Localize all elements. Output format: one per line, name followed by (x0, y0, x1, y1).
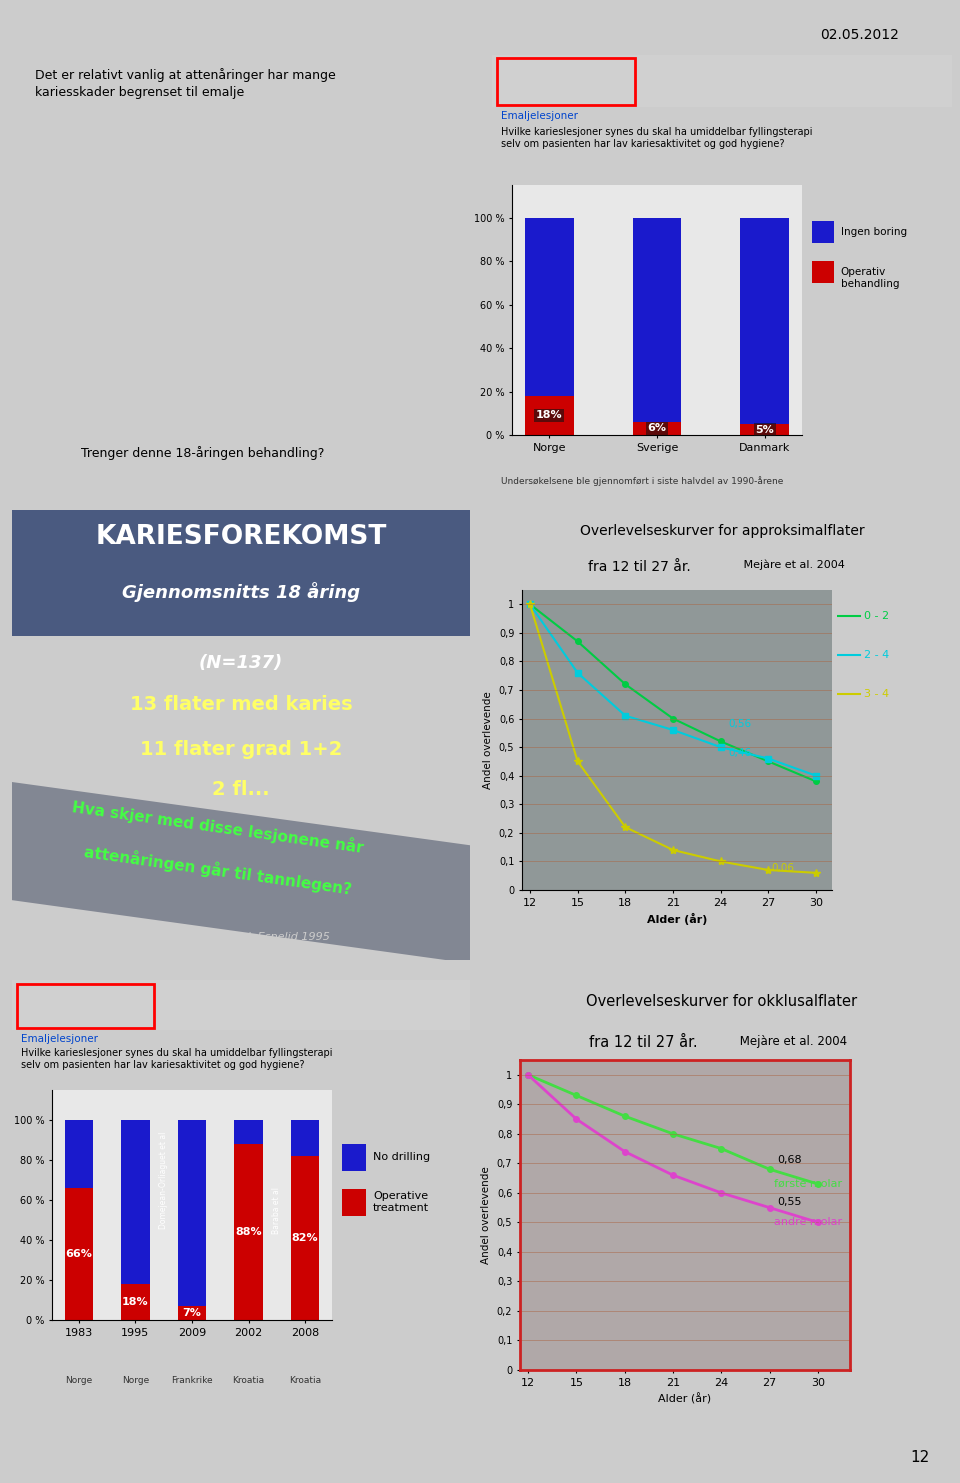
Text: Overlevelseskurver for okklusalflater: Overlevelseskurver for okklusalflater (587, 994, 857, 1008)
Text: 0,06: 0,06 (772, 863, 795, 873)
Text: Mejàre et al. 2004: Mejàre et al. 2004 (735, 1035, 847, 1048)
Text: 0,46: 0,46 (729, 747, 752, 758)
Text: 88%: 88% (235, 1226, 262, 1237)
Text: 0,55: 0,55 (778, 1197, 802, 1207)
Text: første molar: første molar (774, 1179, 842, 1189)
Bar (121, 1120, 150, 1284)
Text: 82%: 82% (292, 1232, 319, 1243)
Bar (492, 55, 952, 107)
Text: 0,56: 0,56 (729, 719, 752, 730)
Bar (342, 1143, 366, 1170)
Text: (N=137): (N=137) (199, 654, 283, 672)
Bar (291, 1120, 320, 1157)
Text: 11 flater grad 1+2: 11 flater grad 1+2 (140, 740, 342, 758)
Text: 02.05.2012: 02.05.2012 (820, 28, 899, 42)
Bar (0, 782, 505, 965)
Text: 0 - 2: 0 - 2 (864, 611, 889, 620)
Text: 2 - 4: 2 - 4 (864, 650, 889, 660)
Text: fra 12 til 27 år.: fra 12 til 27 år. (588, 559, 690, 574)
Bar (12, 980, 470, 1031)
Text: attenåringen går til tannlegen?: attenåringen går til tannlegen? (84, 842, 353, 897)
Bar (812, 221, 833, 243)
Text: 5%: 5% (756, 424, 774, 435)
Text: Mejàre et al. 2004: Mejàre et al. 2004 (740, 559, 845, 569)
Text: No drilling: No drilling (373, 1152, 430, 1163)
Bar (234, 1143, 263, 1320)
Text: Overlevelseskurver for approksimalflater: Overlevelseskurver for approksimalflater (580, 523, 864, 537)
Text: 18%: 18% (122, 1298, 149, 1307)
Text: Baraba et al: Baraba et al (273, 1186, 281, 1234)
Text: Hva skjer med disse lesjonene når: Hva skjer med disse lesjonene når (71, 798, 365, 856)
Bar (342, 1188, 366, 1216)
X-axis label: Alder (år): Alder (år) (647, 914, 708, 925)
Text: Amarante, Raadal, Espelid 1995: Amarante, Raadal, Espelid 1995 (151, 931, 331, 942)
Text: Domejean-Orliaguet et al: Domejean-Orliaguet et al (159, 1132, 168, 1229)
Bar (496, 58, 635, 105)
Text: 12: 12 (910, 1450, 929, 1465)
Text: Norge: Norge (122, 1376, 149, 1385)
Text: Ingen boring: Ingen boring (841, 227, 907, 237)
Bar (740, 424, 789, 435)
Text: 7%: 7% (182, 1308, 202, 1318)
Bar (633, 423, 682, 435)
Text: Kroatia: Kroatia (289, 1376, 322, 1385)
Text: Det er relativt vanlig at attenåringer har mange
kariesskader begrenset til emal: Det er relativt vanlig at attenåringer h… (35, 68, 336, 99)
Text: Trenger denne 18-åringen behandling?: Trenger denne 18-åringen behandling? (81, 445, 324, 460)
Bar (525, 396, 574, 435)
Bar (12, 510, 470, 636)
Bar (64, 1188, 93, 1320)
Text: 13 flater med karies: 13 flater med karies (130, 694, 352, 713)
Text: Frankrike: Frankrike (171, 1376, 213, 1385)
Text: Gjennomsnitts 18 åring: Gjennomsnitts 18 åring (122, 581, 360, 602)
Text: 18%: 18% (536, 411, 563, 421)
Text: KARIESFOREKOMST: KARIESFOREKOMST (95, 523, 387, 550)
Text: 6%: 6% (647, 424, 666, 433)
Bar (633, 218, 682, 423)
Text: Operativ
behandling: Operativ behandling (841, 267, 900, 289)
Bar (525, 218, 574, 396)
Text: Hvilke karieslesjoner synes du skal ha umiddelbar fyllingsterapi
selv om pasient: Hvilke karieslesjoner synes du skal ha u… (501, 128, 813, 150)
Text: andre molar: andre molar (774, 1218, 842, 1228)
Text: Kroatia: Kroatia (232, 1376, 265, 1385)
Text: 3 - 4: 3 - 4 (864, 688, 889, 698)
Text: Undersøkelsene ble gjennomført i siste halvdel av 1990-årene: Undersøkelsene ble gjennomført i siste h… (501, 476, 783, 485)
Text: Emaljelesjoner: Emaljelesjoner (501, 111, 578, 122)
Text: 0,68: 0,68 (778, 1155, 803, 1166)
Bar (178, 1120, 206, 1307)
Text: Norge: Norge (65, 1376, 92, 1385)
Bar (291, 1157, 320, 1320)
Y-axis label: Andel overlevende: Andel overlevende (481, 1166, 492, 1264)
Text: Emaljelesjoner: Emaljelesjoner (21, 1034, 98, 1044)
Text: Hvilke karieslesjoner synes du skal ha umiddelbar fyllingsterapi
selv om pasient: Hvilke karieslesjoner synes du skal ha u… (21, 1048, 333, 1071)
Bar (121, 1284, 150, 1320)
Bar (178, 1307, 206, 1320)
Bar (64, 1120, 93, 1188)
Text: 66%: 66% (65, 1249, 92, 1259)
Bar (234, 1120, 263, 1143)
Bar (740, 218, 789, 424)
Bar (812, 261, 833, 283)
Bar (16, 985, 154, 1028)
X-axis label: Alder (år): Alder (år) (659, 1393, 711, 1404)
Y-axis label: Andel overlevende: Andel overlevende (483, 691, 493, 789)
Text: Operative
treatment: Operative treatment (373, 1191, 429, 1213)
Text: fra 12 til 27 år.: fra 12 til 27 år. (589, 1035, 698, 1050)
Text: 2 fl...: 2 fl... (212, 780, 270, 799)
